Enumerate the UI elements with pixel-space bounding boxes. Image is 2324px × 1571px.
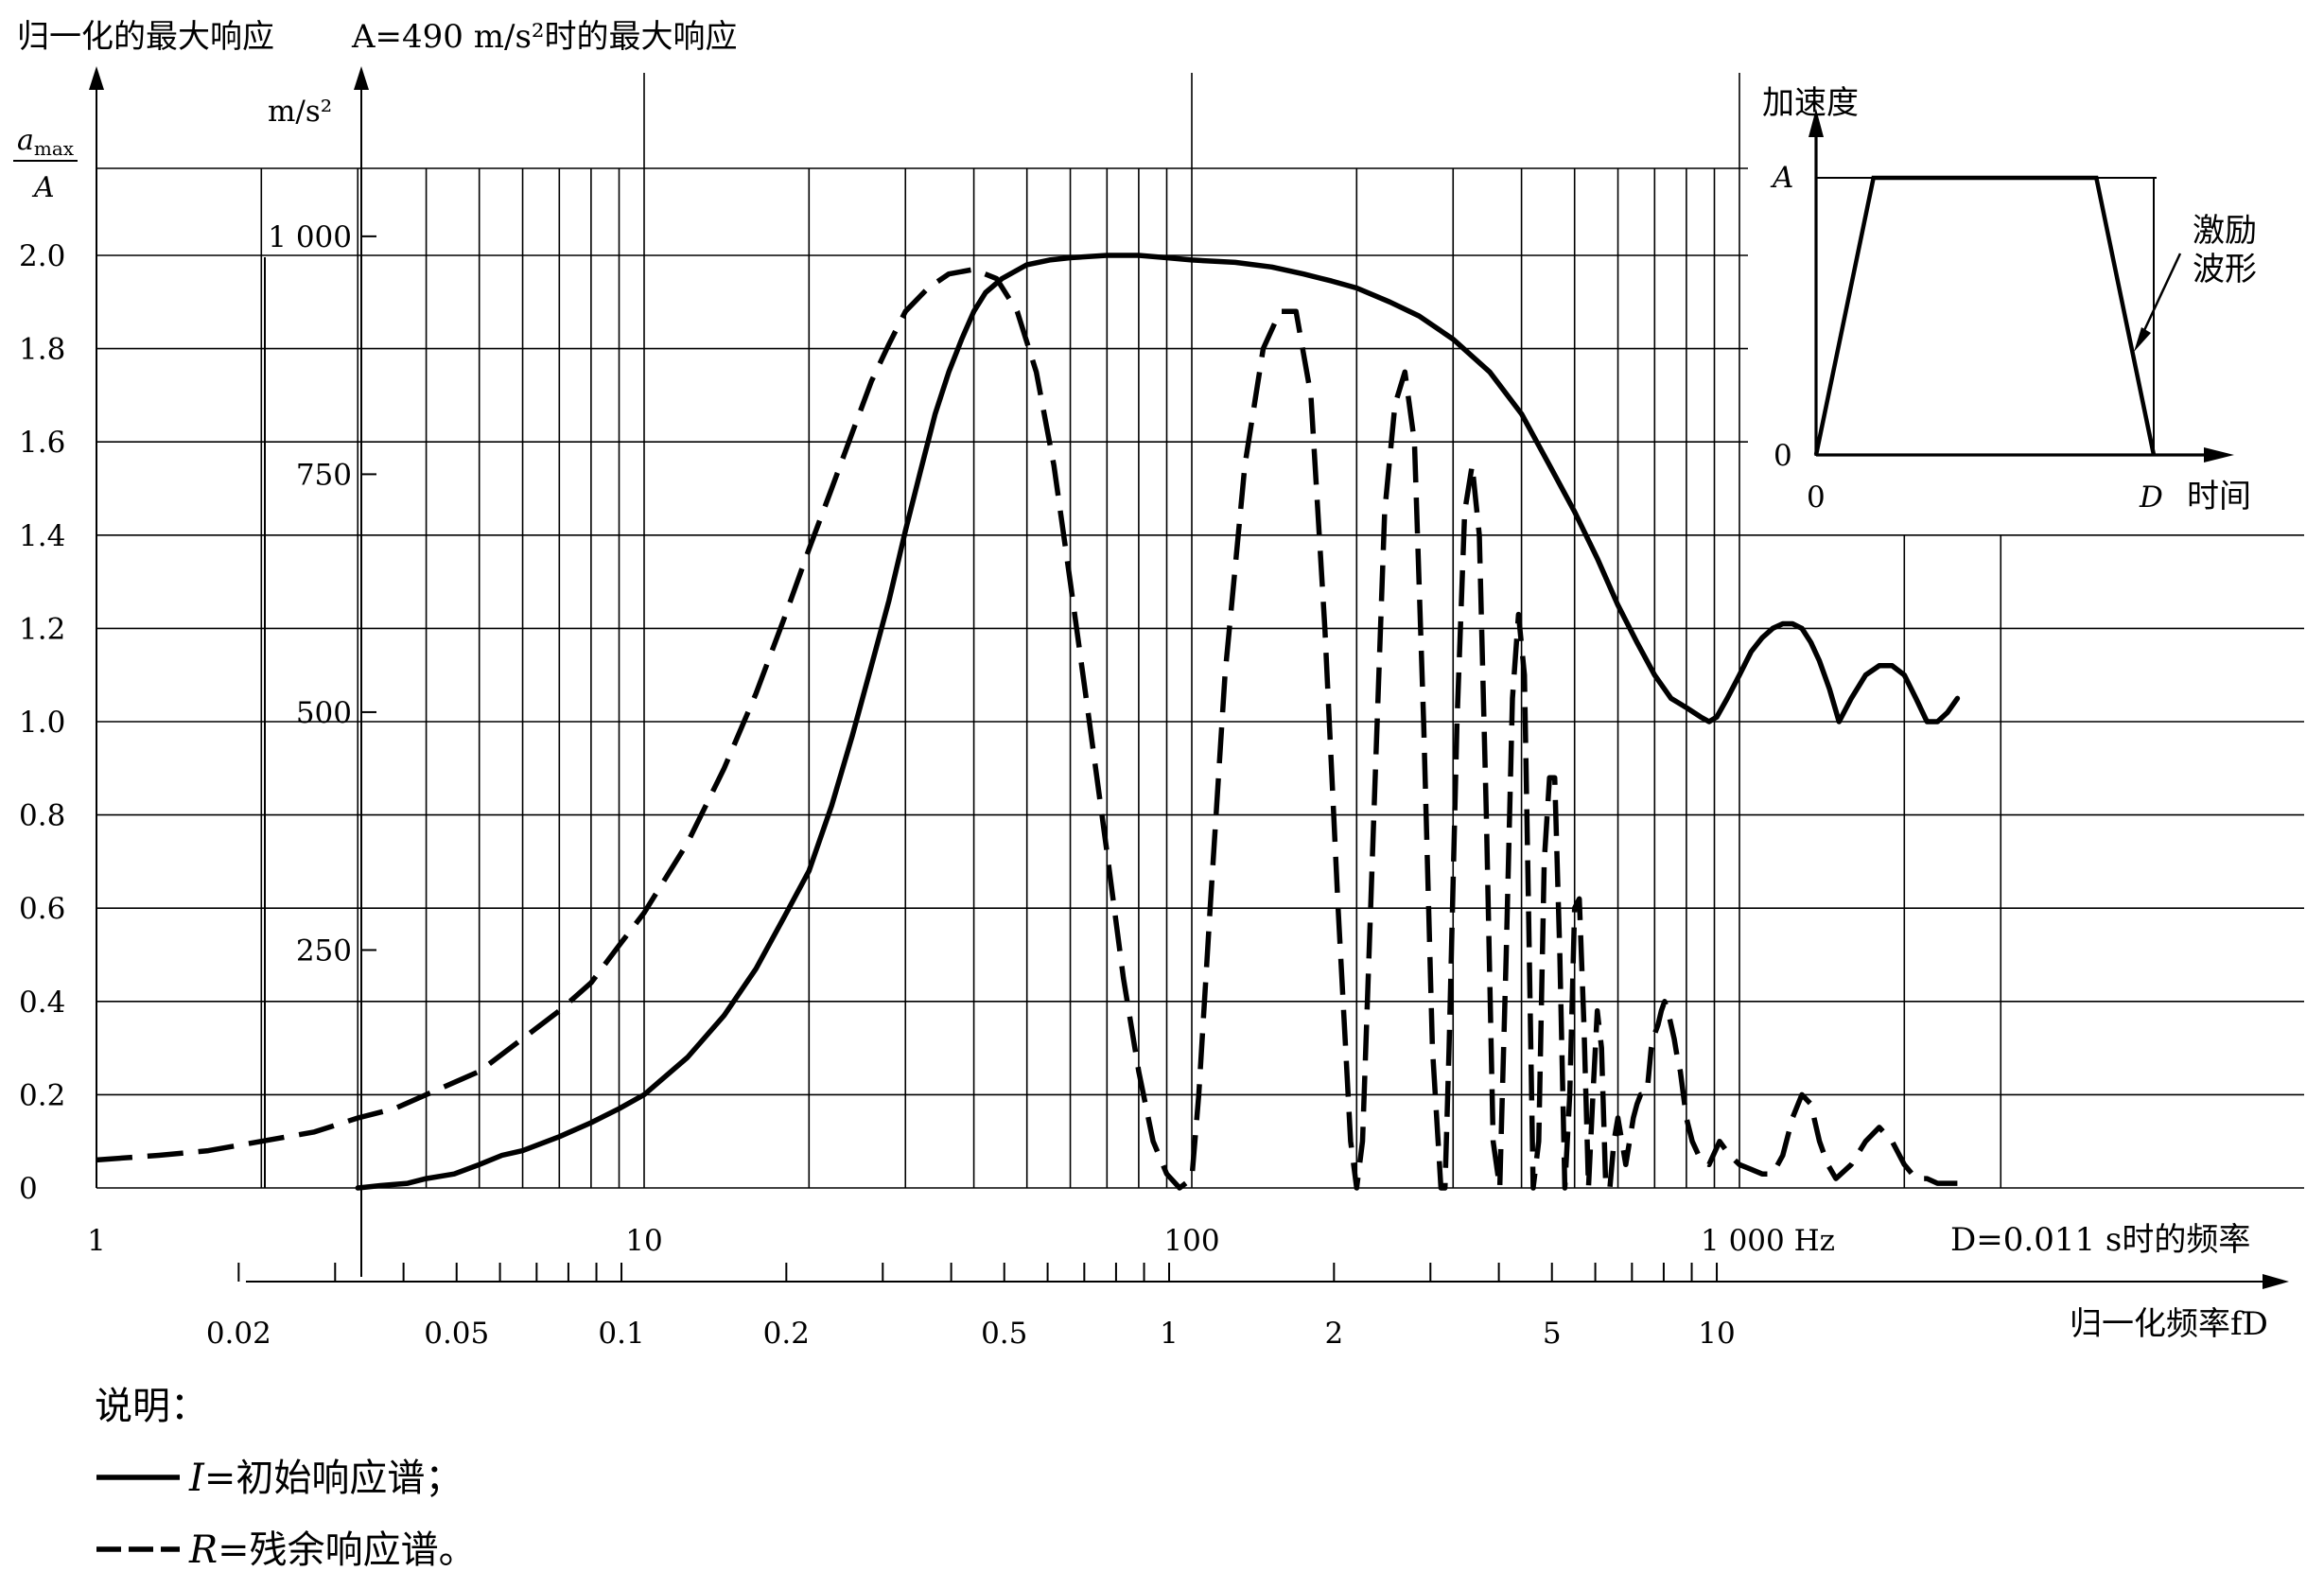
x-frequency-tick-label: 100 xyxy=(1163,1224,1219,1258)
x-normalized-tick-label: 10 xyxy=(1698,1317,1735,1351)
legend: 说明： I=初始响应谱； R=残余响应谱。 xyxy=(95,1385,477,1571)
inset-annotation-arrowhead xyxy=(2134,327,2151,352)
y-left-label-denominator: A xyxy=(31,171,55,204)
residual-spectrum-curve xyxy=(96,267,1958,1191)
inset-x-zero-label: 0 xyxy=(1807,480,1826,515)
x-normalized-axis-arrow xyxy=(2263,1274,2289,1289)
y-normalized-tick-label: 1.2 xyxy=(19,612,65,646)
y-normalized-tick-label: 0.4 xyxy=(19,986,65,1020)
y-physical-tick-label: 750 xyxy=(296,458,352,492)
inset-annotation-line2: 波形 xyxy=(2193,251,2257,288)
legend-item-initial-symbol: I xyxy=(188,1457,205,1500)
y-normalized-tick-label: 0.8 xyxy=(19,799,65,833)
x-normalized-tick-label: 1 xyxy=(1160,1317,1179,1351)
x-normalized-tick-label: 0.1 xyxy=(598,1317,644,1351)
y-physical-tick-label: 1 000 xyxy=(268,220,352,254)
x-top-unit-label: 1 000 Hz xyxy=(1701,1224,1835,1258)
y-normalized-tick-label: 0.2 xyxy=(19,1078,65,1112)
y-left-label-numerator: amax xyxy=(17,124,75,160)
inset-y-zero-label: 0 xyxy=(1774,439,1792,473)
legend-item-initial: I=初始响应谱； xyxy=(188,1457,463,1500)
chart-axes xyxy=(89,66,2289,1289)
y-physical-tick-label: 500 xyxy=(296,696,352,730)
inset-x-d-label: D xyxy=(2139,480,2163,515)
legend-item-residual: R=残余响应谱。 xyxy=(188,1528,477,1571)
y-normalized-tick-label: 2.0 xyxy=(19,239,65,273)
y-right-label: m/s² xyxy=(268,95,332,129)
legend-item-residual-text: =残余响应谱。 xyxy=(218,1528,477,1571)
title-normalized: 归一化的最大响应 xyxy=(17,18,274,56)
x-normalized-tick-label: 5 xyxy=(1543,1317,1562,1351)
y-normalized-tick-label: 1.6 xyxy=(19,426,65,460)
y-left-label-a: a xyxy=(17,124,34,157)
y-normalized-tick-label: 1.0 xyxy=(19,706,65,740)
inset-excitation-waveform: 加速度 A 0 0 D 时间 激励 波形 xyxy=(1748,73,2306,534)
x-bottom-axis-title: 归一化频率fD xyxy=(2070,1305,2268,1343)
y-normalized-tick-label: 0 xyxy=(19,1172,38,1206)
x-top-axis-title: D=0.011 s时的频率 xyxy=(1950,1221,2250,1259)
tick-labels: 0 0.2 0.4 0.6 0.8 1.0 1.2 1.4 1.6 1.8 2.0 250 500 750… xyxy=(19,220,1736,1351)
initial-spectrum-curve xyxy=(355,253,1961,1191)
y-normalized-tick-label: 1.4 xyxy=(19,519,65,553)
y-normalized-tick-label: 0.6 xyxy=(19,892,65,926)
title-physical-text: A=490 m/s²时的最大响应 xyxy=(351,18,738,56)
legend-item-initial-text: =初始响应谱； xyxy=(204,1457,463,1500)
y-right-axis-arrow xyxy=(354,66,369,90)
x-normalized-tick-label: 0.02 xyxy=(206,1317,271,1351)
x-normalized-tick-label: 2 xyxy=(1324,1317,1343,1351)
y-left-axis-arrow xyxy=(89,66,104,90)
legend-title: 说明： xyxy=(95,1385,208,1428)
curves xyxy=(96,253,1961,1191)
inset-annotation-leader xyxy=(2138,253,2182,341)
inset-ylabel: 加速度 xyxy=(1762,84,1859,122)
inset-trapezoid-waveform xyxy=(1813,175,2157,456)
legend-item-residual-symbol: R xyxy=(188,1528,218,1571)
inset-xlabel: 时间 xyxy=(2187,478,2251,515)
x-frequency-tick-label: 10 xyxy=(625,1224,662,1258)
inset-annotation-line1: 激励 xyxy=(2193,212,2257,250)
y-physical-tick-label: 250 xyxy=(296,934,352,968)
x-normalized-tick-label: 0.5 xyxy=(981,1317,1027,1351)
title-physical: A=490 m/s²时的最大响应 xyxy=(351,18,738,56)
x-normalized-tick-label: 0.2 xyxy=(763,1317,810,1351)
inset-x-axis-arrow xyxy=(2204,447,2234,463)
x-normalized-tick-label: 0.05 xyxy=(424,1317,489,1351)
y-normalized-tick-label: 1.8 xyxy=(19,333,65,367)
y-left-label-sub: max xyxy=(34,137,75,160)
inset-y-axis-arrow xyxy=(1809,109,1824,137)
x-frequency-tick-label: 1 xyxy=(87,1224,106,1258)
inset-y-a-label: A xyxy=(1770,161,1793,195)
